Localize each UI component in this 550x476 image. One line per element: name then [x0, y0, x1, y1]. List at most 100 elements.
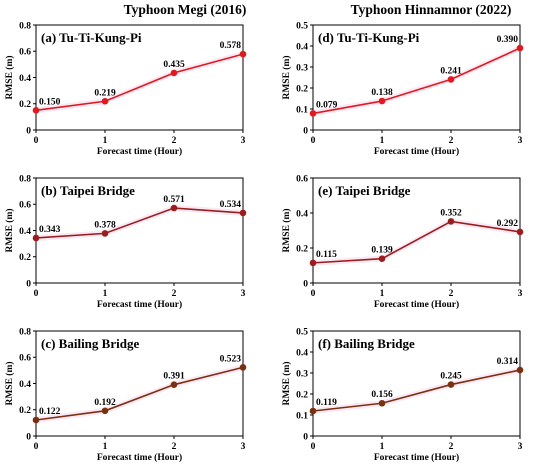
y-tick-label: 0.2 [19, 406, 31, 416]
chart-panel: (d) Tu-Ti-Kung-Pi 0 0.1 0.2 0.3 0.4 0.5 0 1 2 3 For… [281, 21, 524, 157]
y-tick-label: 0.8 [19, 327, 31, 337]
data-label: 0.343 [39, 225, 61, 235]
data-label: 0.156 [371, 390, 393, 400]
series-band [36, 51, 243, 114]
y-tick-label: 0.4 [296, 348, 308, 358]
series-line [35, 366, 244, 421]
column-title-hinnamnor: Typhoon Hinnamnor (2022) [351, 2, 512, 17]
y-tick-label: 0.4 [19, 227, 31, 237]
x-tick-label: 2 [172, 136, 177, 146]
data-point [516, 44, 524, 52]
data-label: 0.192 [94, 398, 116, 408]
data-point [516, 366, 524, 374]
data-label: 0.138 [371, 88, 393, 98]
data-label: 0.139 [371, 246, 393, 256]
y-tick-label: 0.6 [296, 174, 308, 184]
series-band [313, 367, 520, 415]
y-tick-label: 0.4 [296, 42, 308, 52]
data-label: 0.245 [440, 372, 462, 382]
y-tick-label: 0.4 [19, 380, 31, 390]
x-tick-label: 1 [380, 289, 385, 299]
x-axis-label: Forecast time (Hour) [97, 299, 182, 310]
y-tick-label: 0.2 [296, 390, 308, 400]
y-tick-label: 0.3 [296, 63, 308, 73]
y-axis-label: RMSE (m) [281, 208, 292, 252]
plot-frame [312, 24, 521, 131]
data-label: 0.314 [497, 357, 519, 367]
data-label: 0.378 [94, 220, 116, 230]
data-point [239, 209, 247, 217]
data-point [239, 364, 247, 371]
data-point [378, 97, 386, 105]
panel-label: (c) Bailing Bridge [41, 336, 139, 351]
panel-label: (f) Bailing Bridge [318, 336, 415, 351]
x-tick-label: 3 [241, 289, 246, 299]
data-point [170, 69, 178, 77]
data-point [378, 255, 386, 262]
y-axis-label: RMSE (m) [281, 361, 292, 405]
series-band [36, 364, 243, 423]
x-tick-label: 1 [380, 442, 385, 452]
data-label: 0.390 [497, 35, 519, 45]
x-tick-label: 0 [34, 442, 39, 452]
y-tick-label: 0.6 [19, 354, 31, 364]
x-tick-label: 0 [34, 289, 39, 299]
data-label: 0.578 [220, 41, 242, 51]
chart-panel: (b) Taipei Bridge 0 0.2 0.4 0.6 0.8 0 1 2 3 Foreca… [4, 174, 247, 310]
y-tick-label: 0 [303, 432, 308, 442]
data-label: 0.352 [440, 208, 462, 218]
data-point [516, 228, 524, 236]
data-label: 0.119 [316, 398, 337, 408]
x-tick-label: 1 [103, 442, 108, 452]
panel-label: (d) Tu-Ti-Kung-Pi [318, 30, 420, 45]
data-point [239, 50, 247, 58]
y-tick-label: 0.1 [296, 411, 308, 421]
data-label: 0.122 [39, 407, 61, 417]
chart-panel: (a) Tu-Ti-Kung-Pi 0 0.2 0.4 0.6 0.8 0 1 2 3 Foreca… [4, 21, 247, 157]
data-label: 0.079 [316, 100, 338, 110]
data-label: 0.150 [39, 97, 61, 107]
data-point [309, 110, 317, 117]
data-point [170, 381, 178, 388]
data-point [32, 234, 40, 242]
series-line [312, 220, 521, 264]
x-tick-label: 1 [380, 136, 385, 146]
y-tick-label: 0.5 [296, 327, 308, 337]
y-tick-label: 0.1 [296, 105, 308, 115]
y-axis-label: RMSE (m) [281, 55, 292, 99]
x-axis-label: Forecast time (Hour) [374, 299, 459, 310]
data-point [309, 407, 317, 415]
y-tick-label: 0 [26, 432, 31, 442]
data-label: 0.219 [94, 88, 116, 98]
data-point [101, 230, 109, 237]
series-line [35, 53, 244, 112]
x-tick-label: 0 [311, 136, 316, 146]
data-point [309, 259, 317, 267]
data-label: 0.534 [220, 200, 242, 210]
x-tick-label: 3 [518, 289, 523, 299]
data-point [447, 76, 455, 83]
y-axis-label: RMSE (m) [4, 208, 15, 252]
data-point [378, 399, 386, 407]
panel-label: (e) Taipei Bridge [318, 183, 411, 198]
series-line [35, 207, 244, 239]
y-axis-label: RMSE (m) [4, 55, 15, 99]
y-tick-label: 0.5 [296, 21, 308, 31]
x-tick-label: 3 [518, 136, 523, 146]
y-tick-label: 0 [26, 126, 31, 136]
x-tick-label: 0 [311, 442, 316, 452]
x-tick-label: 2 [449, 136, 454, 146]
x-axis-label: Forecast time (Hour) [374, 146, 459, 157]
x-axis-label: Forecast time (Hour) [374, 452, 459, 463]
data-point [32, 107, 40, 114]
y-tick-label: 0.2 [296, 84, 308, 94]
y-tick-label: 0.4 [296, 209, 308, 219]
data-point [170, 204, 178, 212]
x-axis-label: Forecast time (Hour) [97, 452, 182, 463]
y-tick-label: 0.2 [296, 244, 308, 254]
data-point [447, 218, 455, 225]
data-point [101, 407, 109, 415]
x-tick-label: 3 [518, 442, 523, 452]
y-tick-label: 0.2 [19, 253, 31, 263]
data-label: 0.115 [316, 250, 337, 260]
